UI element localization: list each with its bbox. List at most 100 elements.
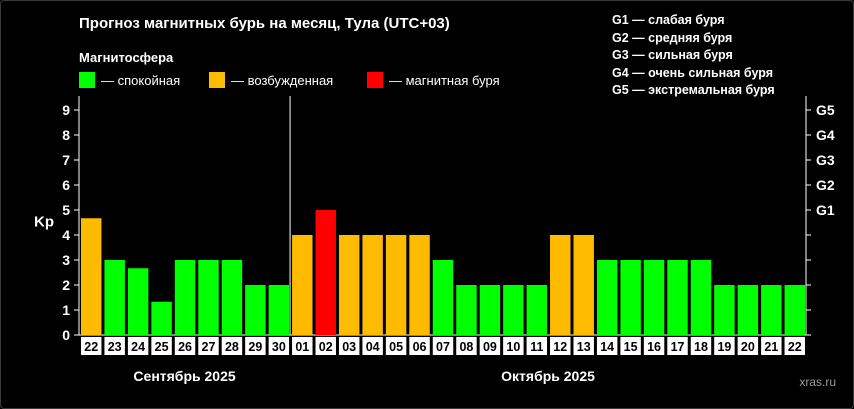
x-tick-label: 22: [84, 340, 98, 354]
y-tick-label: 9: [62, 102, 70, 118]
x-tick-label-box: [714, 337, 735, 355]
x-tick-label-box: [174, 337, 196, 355]
x-tick-label: 08: [459, 340, 473, 354]
x-tick-label-box: [667, 337, 688, 355]
storm-level-label: G3: [816, 152, 835, 168]
bar: [737, 285, 759, 335]
x-tick-label-box: [409, 337, 430, 355]
bar: [620, 260, 641, 335]
bar: [761, 285, 782, 335]
x-tick-label: 02: [319, 340, 333, 354]
x-tick-label-box: [456, 337, 477, 355]
storm-scale-g1: G1 — слабая буря: [612, 13, 725, 27]
x-tick-label: 12: [553, 340, 567, 354]
bar: [479, 285, 501, 335]
month-label: Октябрь 2025: [501, 368, 595, 384]
x-tick-label: 11: [530, 340, 543, 354]
x-tick-label: 14: [600, 340, 614, 354]
x-tick-label-box: [596, 337, 618, 355]
bar: [245, 285, 266, 335]
x-tick-label: 17: [671, 340, 685, 354]
y-tick-label: 6: [62, 177, 70, 193]
x-tick-label-box: [362, 337, 383, 355]
bar: [667, 260, 688, 335]
x-tick-label-box: [198, 337, 219, 355]
bar: [151, 301, 172, 335]
bar: [573, 235, 594, 335]
bar: [550, 235, 571, 335]
x-tick-label-box: [479, 337, 501, 355]
x-tick-label: 06: [413, 340, 427, 354]
bar: [456, 285, 477, 335]
month-label: Сентябрь 2025: [133, 368, 235, 384]
bar: [268, 285, 290, 335]
x-tick-label-box: [268, 337, 290, 355]
x-tick-label: 09: [483, 340, 497, 354]
bar: [221, 260, 243, 335]
bar: [784, 285, 805, 335]
x-tick-label: 24: [131, 340, 145, 354]
x-tick-label: 10: [506, 340, 520, 354]
y-tick-label: 2: [62, 277, 70, 293]
bar: [174, 260, 196, 335]
x-tick-label-box: [292, 337, 313, 355]
storm-level-label: G4: [816, 127, 835, 143]
x-tick-label-box: [221, 337, 243, 355]
x-tick-label-box: [761, 337, 782, 355]
x-tick-label-box: [784, 337, 805, 355]
bar: [385, 235, 407, 335]
legend-storm: — магнитная буря: [367, 72, 500, 88]
storm-scale-g3: G3 — сильная буря: [612, 48, 733, 62]
chart-title: Прогноз магнитных бурь на месяц, Тула (U…: [79, 15, 450, 32]
y-axis-label: Kp: [34, 213, 54, 230]
x-tick-label-box: [503, 337, 524, 355]
x-tick-label-box: [550, 337, 571, 355]
x-tick-label-box: [526, 337, 548, 355]
x-tick-label-box: [245, 337, 266, 355]
legend-storm-label: — магнитная буря: [389, 72, 500, 88]
x-tick-label-box: [737, 337, 759, 355]
storm-level-label: G2: [816, 177, 835, 193]
storm-scale-g2: G2 — средняя буря: [612, 30, 733, 45]
x-tick-label-box: [104, 337, 125, 355]
x-tick-label: 13: [577, 340, 591, 354]
storm-level-label: G5: [816, 102, 835, 118]
y-tick-label: 3: [62, 252, 70, 268]
bar: [432, 260, 454, 335]
bar: [81, 218, 102, 335]
x-tick-label: 07: [436, 340, 450, 354]
x-tick-label: 26: [178, 340, 192, 354]
storm-scale-g5: G5 — экстремальная буря: [612, 83, 775, 97]
legend-calm: — спокойная: [79, 72, 180, 88]
bar: [127, 268, 149, 335]
x-tick-label: 30: [272, 340, 286, 354]
y-tick-label: 1: [62, 302, 70, 318]
bar: [526, 285, 548, 335]
storm-scale-legend: G1 — слабая буря G2 — средняя буря G3 — …: [612, 12, 775, 100]
x-tick-label: 16: [647, 340, 661, 354]
x-tick-label: 15: [624, 340, 638, 354]
bar: [315, 210, 336, 335]
x-tick-label: 25: [155, 340, 169, 354]
x-tick-label-box: [432, 337, 454, 355]
x-tick-label-box: [338, 337, 360, 355]
x-tick-label: 21: [764, 340, 778, 354]
bar: [643, 260, 665, 335]
x-tick-label-box: [573, 337, 594, 355]
bar: [362, 235, 383, 335]
x-tick-label-box: [127, 337, 149, 355]
legend-excited-swatch: [209, 72, 225, 88]
y-tick-label: 7: [62, 152, 70, 168]
legend-calm-swatch: [79, 72, 95, 88]
x-tick-label-box: [151, 337, 172, 355]
x-tick-label: 01: [295, 340, 309, 354]
y-tick-label: 4: [62, 227, 70, 243]
bar: [104, 260, 125, 335]
storm-scale-g4: G4 — очень сильная буря: [612, 65, 773, 80]
bar: [198, 260, 219, 335]
x-tick-label: 05: [389, 340, 403, 354]
legend-storm-swatch: [367, 72, 383, 88]
legend-excited: — возбужденная: [209, 72, 333, 88]
x-tick-label: 20: [741, 340, 755, 354]
